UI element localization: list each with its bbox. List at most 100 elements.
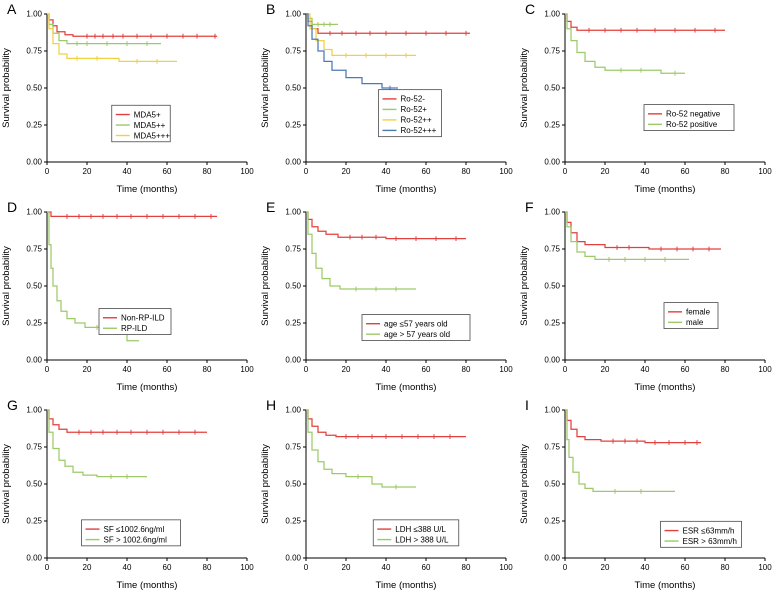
legend-label: ESR ≤63mm/h — [683, 526, 735, 535]
legend-label: SF ≤1002.6ng/ml — [104, 525, 165, 534]
x-tick-label: 60 — [163, 365, 172, 374]
y-tick-label: 0.75 — [26, 245, 42, 254]
y-tick-label: 0.75 — [285, 245, 301, 254]
x-tick-label: 0 — [304, 563, 309, 572]
km-curve — [306, 13, 398, 89]
legend-box — [372, 519, 460, 547]
x-axis-label: Time (months) — [117, 382, 178, 393]
x-axis-label: Time (months) — [117, 184, 178, 195]
y-tick-label: 0.00 — [26, 356, 42, 365]
x-tick-label: 60 — [681, 167, 690, 176]
panel-F: F 0 20 40 60 80 100 0.00 0.25 0.50 0.75 1.00 Time (… — [518, 198, 777, 396]
y-tick-label: 0.25 — [26, 121, 42, 130]
y-tick-label: 0.75 — [285, 47, 301, 56]
x-tick-label: 0 — [45, 365, 50, 374]
panel-E: E 0 20 40 60 80 100 0.00 0.25 0.50 0.75 1.00 Time (… — [259, 198, 518, 396]
legend-label: MDA5+ — [134, 110, 161, 119]
y-tick-label: 0.00 — [544, 158, 560, 167]
x-tick-label: 0 — [45, 167, 50, 176]
x-tick-label: 60 — [422, 167, 431, 176]
x-tick-label: 40 — [382, 167, 391, 176]
y-tick-label: 1.00 — [26, 406, 42, 415]
panel-letter: A — [7, 1, 17, 17]
y-tick-label: 0.50 — [26, 480, 42, 489]
y-tick-label: 0.50 — [544, 480, 560, 489]
legend-label: female — [686, 308, 711, 317]
y-tick-label: 0.75 — [26, 47, 42, 56]
survival-chart: 0 20 40 60 80 100 0.00 0.25 0.50 0.75 1.00 Time (mo… — [519, 208, 772, 393]
legend-label: Ro-52++ — [401, 116, 432, 125]
km-curve — [565, 409, 675, 493]
y-axis-label: Survival probability — [519, 48, 530, 128]
y-tick-label: 0.00 — [26, 554, 42, 563]
x-axis-label: Time (months) — [376, 184, 437, 195]
y-axis-label: Survival probability — [519, 246, 530, 326]
survival-chart: 0 20 40 60 80 100 0.00 0.25 0.50 0.75 1.00 Time (mo… — [260, 406, 513, 591]
y-axis-label: Survival probability — [1, 444, 12, 524]
legend-label: LDH ≤388 U/L — [395, 525, 446, 534]
legend-label: MDA5++ — [134, 121, 166, 130]
legend-label: ESR > 63mm/h — [683, 537, 737, 546]
km-curve — [47, 13, 161, 45]
x-axis-label: Time (months) — [117, 580, 178, 591]
legend-label: SF > 1002.6ng/ml — [104, 535, 168, 544]
km-curve — [47, 409, 207, 433]
x-tick-label: 80 — [721, 365, 730, 374]
x-tick-label: 60 — [422, 365, 431, 374]
x-tick-label: 100 — [499, 365, 513, 374]
km-curve — [306, 13, 416, 57]
x-tick-label: 40 — [123, 365, 132, 374]
x-tick-label: 60 — [681, 563, 690, 572]
legend-label: Ro-52 positive — [666, 120, 718, 129]
y-axis-label: Survival probability — [260, 246, 271, 326]
y-tick-label: 1.00 — [285, 10, 301, 19]
x-tick-label: 60 — [422, 563, 431, 572]
legend-box — [643, 104, 735, 131]
y-tick-label: 1.00 — [544, 208, 560, 217]
km-curve — [306, 13, 470, 34]
x-tick-label: 20 — [342, 167, 351, 176]
km-curve — [306, 409, 416, 488]
x-tick-label: 100 — [240, 167, 254, 176]
x-axis-label: Time (months) — [635, 382, 696, 393]
x-tick-label: 20 — [83, 167, 92, 176]
km-curve — [306, 211, 466, 240]
legend-box — [378, 89, 442, 138]
x-tick-label: 80 — [462, 167, 471, 176]
legend-label: LDH > 388 U/L — [395, 535, 449, 544]
x-tick-label: 80 — [462, 365, 471, 374]
panel-B: B 0 20 40 60 80 100 0.00 0.25 0.50 0.75 1.00 Time (… — [259, 0, 518, 198]
x-tick-label: 20 — [601, 167, 610, 176]
x-tick-label: 40 — [382, 563, 391, 572]
x-tick-label: 20 — [601, 365, 610, 374]
y-axis-label: Survival probability — [260, 444, 271, 524]
y-axis-label: Survival probability — [1, 246, 12, 326]
survival-chart: 0 20 40 60 80 100 0.00 0.25 0.50 0.75 1.00 Time (mo… — [1, 406, 254, 591]
x-tick-label: 100 — [758, 563, 772, 572]
x-tick-label: 40 — [123, 167, 132, 176]
x-tick-label: 40 — [382, 365, 391, 374]
legend-label: MDA5+++ — [134, 131, 171, 140]
survival-chart: 0 20 40 60 80 100 0.00 0.25 0.50 0.75 1.00 Time (mo… — [519, 10, 772, 195]
km-curve — [47, 409, 147, 478]
x-tick-label: 20 — [342, 365, 351, 374]
y-tick-label: 1.00 — [285, 208, 301, 217]
survival-chart: 0 20 40 60 80 100 0.00 0.25 0.50 0.75 1.00 Time (mo… — [260, 208, 513, 393]
x-tick-label: 80 — [721, 167, 730, 176]
y-tick-label: 0.00 — [26, 158, 42, 167]
km-curve — [47, 13, 217, 37]
y-tick-label: 0.00 — [544, 554, 560, 563]
x-tick-label: 80 — [462, 563, 471, 572]
x-tick-label: 80 — [203, 563, 212, 572]
y-tick-label: 0.50 — [285, 480, 301, 489]
y-tick-label: 0.00 — [285, 554, 301, 563]
y-tick-label: 1.00 — [544, 406, 560, 415]
x-tick-label: 40 — [641, 365, 650, 374]
panel-letter: F — [525, 199, 534, 215]
km-curve — [565, 211, 689, 261]
panel-H: H 0 20 40 60 80 100 0.00 0.25 0.50 0.75 1.00 Time (… — [259, 396, 518, 594]
y-tick-label: 0.50 — [285, 282, 301, 291]
survival-chart: 0 20 40 60 80 100 0.00 0.25 0.50 0.75 1.00 Time (mo… — [519, 406, 772, 591]
x-tick-label: 40 — [123, 563, 132, 572]
y-tick-label: 0.75 — [285, 443, 301, 452]
